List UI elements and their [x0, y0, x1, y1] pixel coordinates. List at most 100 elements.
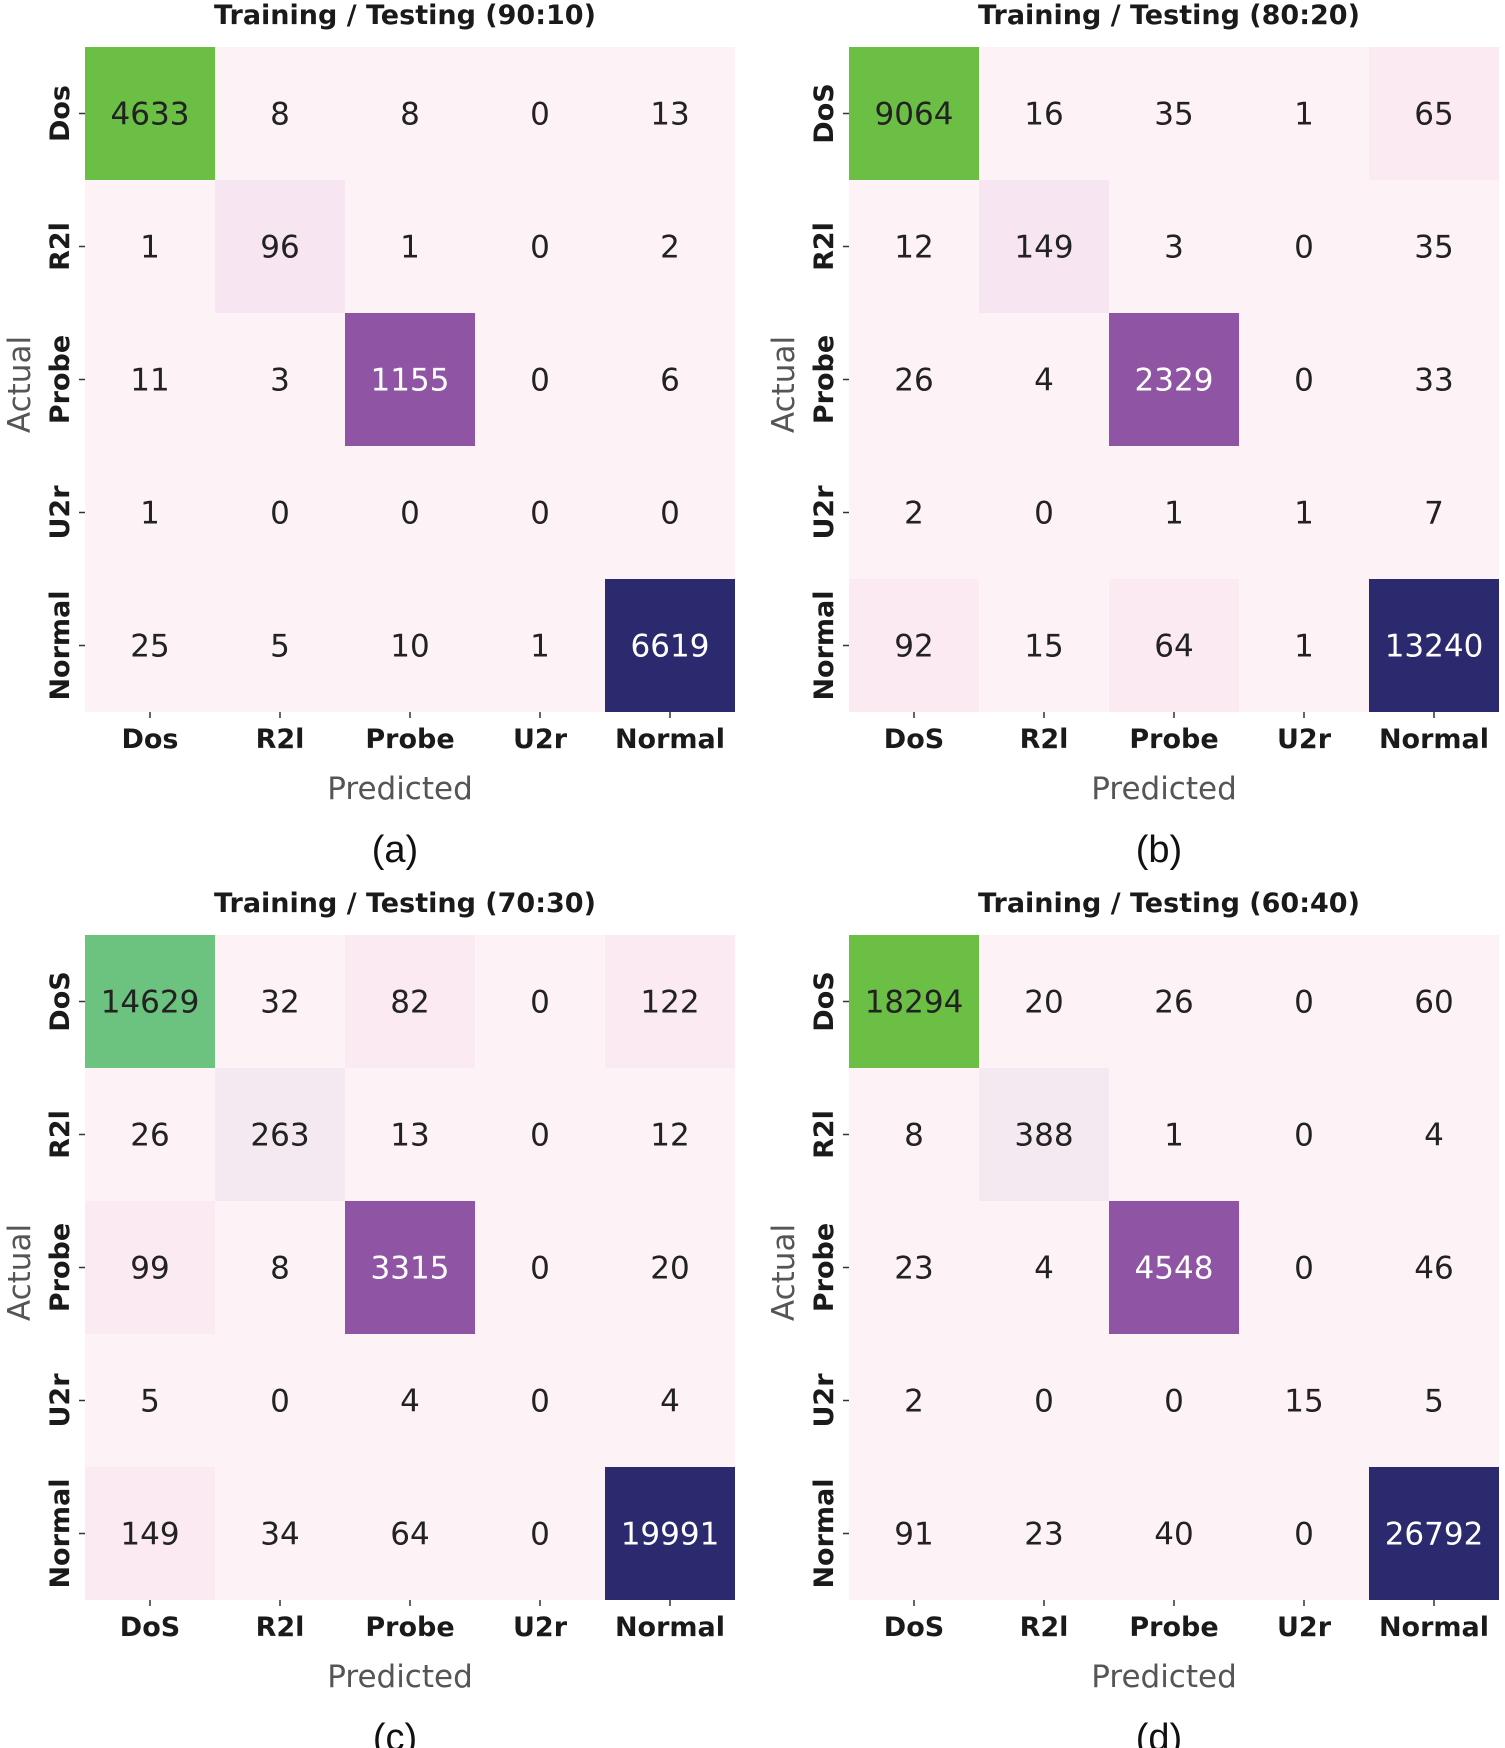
heatmap-cell [979, 1068, 1109, 1201]
cell-value-label: 0 [1294, 230, 1314, 266]
cell-value-label: 0 [530, 230, 550, 266]
cell-value-label: 149 [1014, 230, 1073, 266]
heatmap-cell [345, 935, 475, 1068]
heatmap-cell [1239, 1334, 1369, 1467]
cell-value-label: 19991 [621, 1517, 720, 1553]
cell-value-label: 0 [530, 97, 550, 133]
heatmap-cell [849, 47, 979, 180]
heatmap-cell [475, 935, 605, 1068]
x-tick-label: Normal [1379, 724, 1489, 755]
cell-value-label: 4 [1034, 363, 1054, 399]
heatmap-cell [1239, 1467, 1369, 1600]
cell-value-label: 2 [904, 496, 924, 532]
panel-caption: (b) [1136, 829, 1182, 871]
cell-value-label: 0 [1294, 985, 1314, 1021]
heatmap-cell [215, 47, 345, 180]
heatmap-cell [979, 180, 1109, 313]
cell-value-label: 9064 [875, 97, 954, 133]
heatmap-cell [1239, 180, 1369, 313]
heatmap-cell [849, 1201, 979, 1334]
y-tick-label: Probe [809, 1223, 840, 1312]
cell-value-label: 0 [530, 496, 550, 532]
heatmap-panel-a: 4633 8 8 0 131 96 1 0 211 3 1155 0 61 0 0 0 025 5 10 1 6619T… [2, 0, 735, 871]
x-tick-label: R2l [256, 1612, 305, 1643]
y-tick-label: Probe [809, 335, 840, 424]
cell-value-label: 1 [140, 496, 160, 532]
heatmap-title: Training / Testing (90:10) [214, 0, 596, 31]
cell-value-label: 13 [650, 97, 689, 133]
y-tick-label: R2l [45, 222, 76, 271]
heatmap-cell [849, 1467, 979, 1600]
cell-value-label: 0 [530, 1384, 550, 1420]
heatmap-cell [849, 1068, 979, 1201]
heatmap-cell [1369, 313, 1499, 446]
heatmap-cell [1369, 579, 1499, 712]
cell-value-label: 14629 [101, 985, 200, 1021]
cell-value-label: 0 [400, 496, 420, 532]
heatmap-cell [475, 1068, 605, 1201]
y-tick-label: R2l [45, 1110, 76, 1159]
y-axis-label: Actual [2, 1224, 38, 1321]
x-axis-label: Predicted [327, 771, 473, 807]
cell-value-label: 0 [660, 496, 680, 532]
y-tick-label: DoS [45, 971, 76, 1031]
heatmap-cell [85, 1201, 215, 1334]
panel-caption: (a) [372, 829, 418, 871]
y-tick-label: R2l [809, 222, 840, 271]
cell-value-label: 35 [1414, 230, 1453, 266]
heatmap-cell [605, 446, 735, 579]
y-axis-label: Actual [766, 336, 802, 433]
y-tick-label: R2l [809, 1110, 840, 1159]
heatmap-cell [1109, 1334, 1239, 1467]
heatmap-cell [979, 935, 1109, 1068]
cell-value-label: 33 [1414, 363, 1453, 399]
cell-value-label: 34 [260, 1517, 299, 1553]
cell-value-label: 4548 [1135, 1251, 1214, 1287]
heatmap-cell [215, 935, 345, 1068]
cell-value-label: 40 [1154, 1517, 1193, 1553]
heatmap-cell [215, 579, 345, 712]
heatmap-cell [605, 1334, 735, 1467]
heatmap-cell [215, 1201, 345, 1334]
cell-value-label: 64 [1154, 629, 1193, 665]
heatmap-cell [345, 1068, 475, 1201]
y-axis-label: Actual [766, 1224, 802, 1321]
cell-value-label: 5 [140, 1384, 160, 1420]
cell-value-label: 4 [1424, 1118, 1444, 1154]
cell-value-label: 35 [1154, 97, 1193, 133]
heatmap-cell [85, 1467, 215, 1600]
heatmap-cell [215, 1334, 345, 1467]
cell-value-label: 0 [1294, 1118, 1314, 1154]
cell-value-label: 388 [1014, 1118, 1073, 1154]
x-tick-label: DoS [884, 1612, 944, 1643]
cell-value-label: 149 [120, 1517, 179, 1553]
heatmap-cell [345, 180, 475, 313]
x-tick-label: Normal [615, 724, 725, 755]
heatmap-cell [215, 1068, 345, 1201]
heatmap-cell [475, 180, 605, 313]
heatmap-panel-d: 18294 20 26 0 608 388 1 0 423 4 4548 0 462 0 0 15 591 23 4… [766, 888, 1499, 1748]
x-tick-label: U2r [1277, 724, 1332, 755]
heatmap-cell [1109, 1467, 1239, 1600]
x-tick-label: Normal [1379, 1612, 1489, 1643]
heatmap-cell [215, 446, 345, 579]
cell-value-label: 2 [904, 1384, 924, 1420]
y-tick-label: Normal [45, 1478, 76, 1588]
cell-value-label: 1 [1294, 629, 1314, 665]
heatmap-cell [85, 1334, 215, 1467]
cell-value-label: 18294 [865, 985, 964, 1021]
cell-value-label: 26 [1154, 985, 1193, 1021]
heatmap-cell [475, 313, 605, 446]
heatmap-cell [1109, 1068, 1239, 1201]
cell-value-label: 15 [1024, 629, 1063, 665]
x-tick-label: Normal [615, 1612, 725, 1643]
heatmap-cell [1109, 446, 1239, 579]
heatmap-cell [85, 1068, 215, 1201]
heatmap-cell [979, 1334, 1109, 1467]
heatmap-cell [849, 1334, 979, 1467]
cell-value-label: 96 [260, 230, 299, 266]
cell-value-label: 1 [1164, 496, 1184, 532]
heatmap-title: Training / Testing (70:30) [214, 888, 596, 919]
cell-value-label: 92 [894, 629, 933, 665]
heatmap-cell [1369, 47, 1499, 180]
